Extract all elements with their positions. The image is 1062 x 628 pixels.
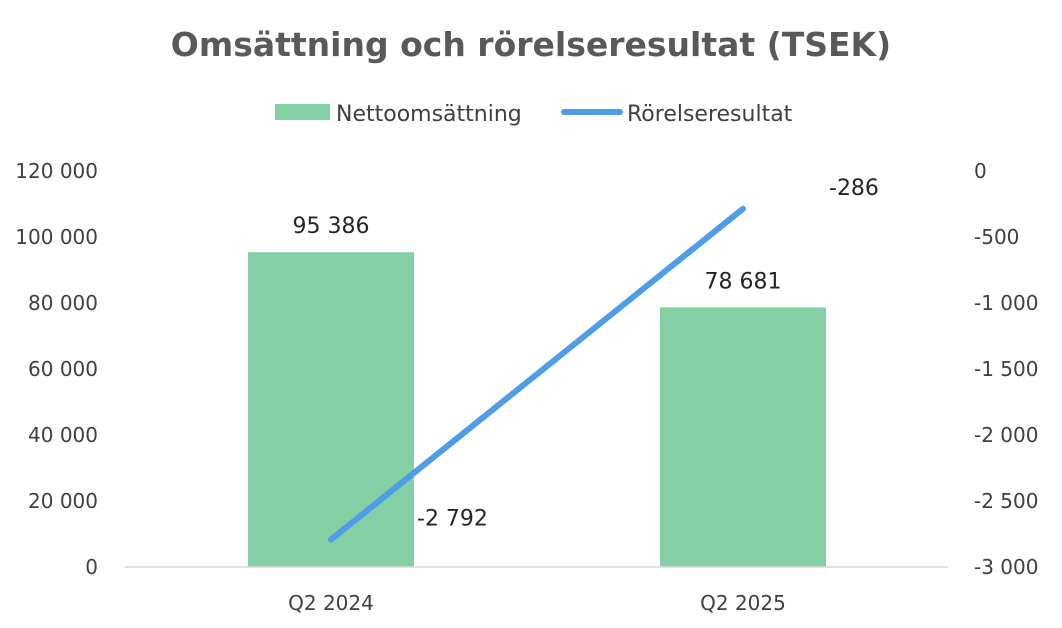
data-label-rorelseresultat: -286 bbox=[829, 176, 879, 201]
data-label-rorelseresultat: -2 792 bbox=[417, 507, 488, 532]
left-tick-label: 20 000 bbox=[28, 489, 98, 513]
left-axis: 0 20 000 40 000 60 000 80 000 100 000 120 000 bbox=[15, 159, 98, 579]
bar-nettoomsattning bbox=[248, 252, 414, 567]
x-tick-label: Q2 2024 bbox=[288, 591, 374, 615]
left-tick-label: 0 bbox=[85, 555, 98, 579]
data-label-nettoomsattning: 95 386 bbox=[293, 214, 370, 239]
legend: Nettoomsättning Rörelseresultat bbox=[275, 102, 793, 127]
chart-title: Omsättning och rörelseresultat (TSEK) bbox=[171, 25, 891, 64]
right-tick-label: -500 bbox=[974, 225, 1019, 249]
left-tick-label: 80 000 bbox=[28, 291, 98, 315]
left-tick-label: 120 000 bbox=[15, 159, 98, 183]
right-axis: -3 000 -2 500 -2 000 -1 500 -1 000 -500 0 bbox=[974, 159, 1038, 579]
legend-label-rorelseresultat: Rörelseresultat bbox=[627, 102, 793, 127]
right-tick-label: 0 bbox=[974, 159, 987, 183]
bar-series bbox=[248, 252, 826, 567]
x-tick-label: Q2 2025 bbox=[700, 591, 786, 615]
left-tick-label: 60 000 bbox=[28, 357, 98, 381]
legend-label-nettoomsattning: Nettoomsättning bbox=[336, 102, 522, 127]
left-tick-label: 100 000 bbox=[15, 225, 98, 249]
right-tick-label: -1 500 bbox=[974, 357, 1038, 381]
data-labels: 95 386 78 681 -2 792 -286 bbox=[293, 176, 879, 532]
x-axis: Q2 2024 Q2 2025 bbox=[288, 591, 786, 615]
line-rorelseresultat bbox=[328, 205, 746, 543]
right-tick-label: -1 000 bbox=[974, 291, 1038, 315]
left-tick-label: 40 000 bbox=[28, 423, 98, 447]
line-series bbox=[328, 205, 746, 543]
right-tick-label: -2 000 bbox=[974, 423, 1038, 447]
right-tick-label: -3 000 bbox=[974, 555, 1038, 579]
data-label-nettoomsattning: 78 681 bbox=[705, 269, 782, 294]
right-tick-label: -2 500 bbox=[974, 489, 1038, 513]
bar-nettoomsattning bbox=[660, 307, 826, 567]
legend-swatch-nettoomsattning bbox=[275, 104, 330, 120]
